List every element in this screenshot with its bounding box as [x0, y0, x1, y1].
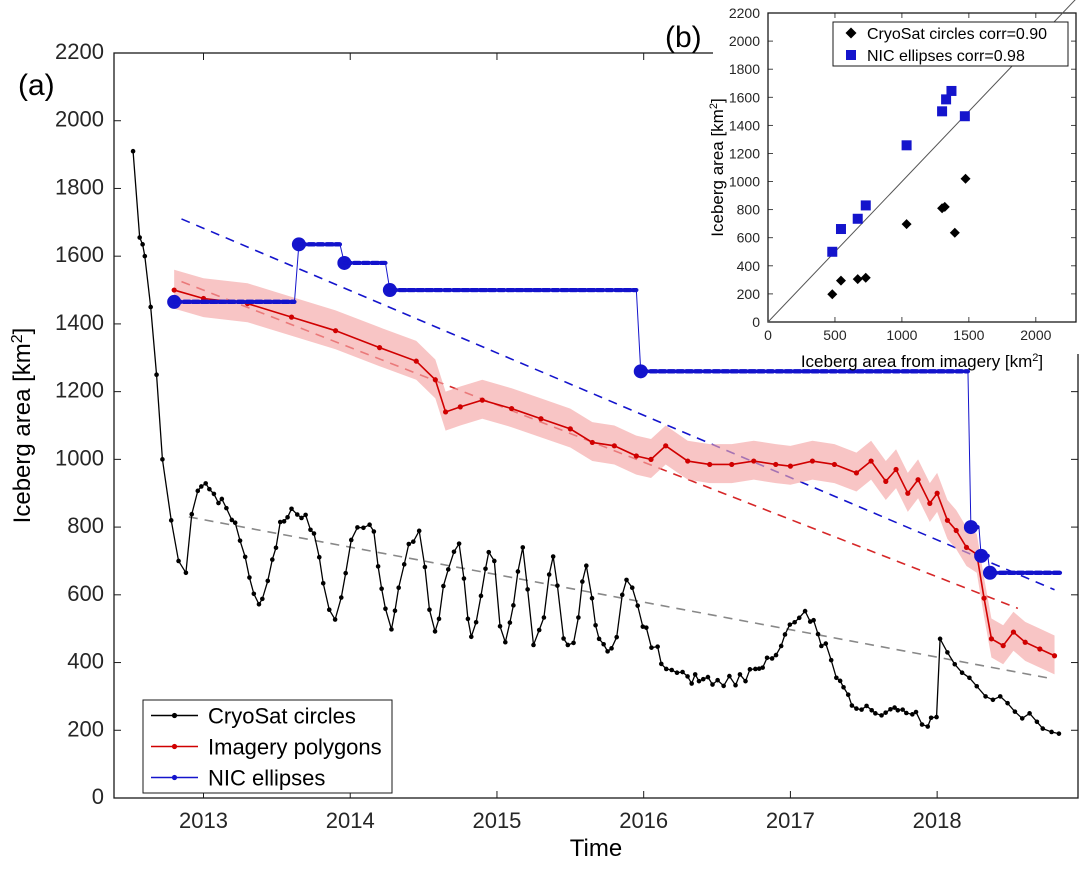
svg-text:1000: 1000 — [55, 445, 104, 470]
svg-text:1800: 1800 — [55, 174, 104, 199]
svg-text:400: 400 — [67, 649, 104, 674]
svg-text:2200: 2200 — [729, 5, 760, 21]
svg-text:2018: 2018 — [913, 808, 962, 833]
svg-text:800: 800 — [737, 202, 761, 218]
svg-text:500: 500 — [823, 327, 847, 343]
svg-text:1800: 1800 — [729, 61, 760, 77]
svg-text:0: 0 — [92, 784, 104, 809]
svg-text:(b): (b) — [665, 21, 702, 54]
svg-text:2016: 2016 — [619, 808, 668, 833]
svg-text:CryoSat circles: CryoSat circles — [208, 704, 356, 729]
svg-text:2014: 2014 — [326, 808, 375, 833]
svg-text:CryoSat circles corr=0.90: CryoSat circles corr=0.90 — [867, 26, 1047, 43]
svg-text:1000: 1000 — [729, 174, 760, 190]
svg-text:2013: 2013 — [179, 808, 228, 833]
svg-text:2000: 2000 — [1020, 327, 1051, 343]
svg-text:NIC ellipses corr=0.98: NIC ellipses corr=0.98 — [867, 48, 1025, 65]
svg-text:1600: 1600 — [55, 242, 104, 267]
svg-text:1600: 1600 — [729, 89, 760, 105]
svg-text:Time: Time — [570, 835, 622, 862]
svg-text:1400: 1400 — [729, 117, 760, 133]
svg-text:200: 200 — [67, 716, 104, 741]
svg-text:1400: 1400 — [55, 310, 104, 335]
svg-text:0: 0 — [764, 327, 772, 343]
svg-text:1200: 1200 — [55, 378, 104, 403]
svg-text:2000: 2000 — [729, 33, 760, 49]
svg-text:0: 0 — [752, 314, 760, 330]
svg-text:600: 600 — [67, 581, 104, 606]
svg-text:1000: 1000 — [886, 327, 917, 343]
svg-text:200: 200 — [737, 286, 761, 302]
svg-text:400: 400 — [737, 258, 761, 274]
svg-text:2017: 2017 — [766, 808, 815, 833]
svg-text:Iceberg area from imagery [km2: Iceberg area from imagery [km2] — [801, 352, 1043, 371]
svg-text:800: 800 — [67, 513, 104, 538]
svg-text:Iceberg area [km2]: Iceberg area [km2] — [708, 98, 727, 236]
svg-text:2000: 2000 — [55, 107, 104, 132]
svg-text:1200: 1200 — [729, 145, 760, 161]
svg-text:NIC ellipses: NIC ellipses — [208, 766, 325, 791]
svg-text:(a): (a) — [18, 69, 55, 102]
svg-text:1500: 1500 — [953, 327, 984, 343]
svg-text:Imagery polygons: Imagery polygons — [208, 735, 382, 760]
svg-text:Iceberg area [km2]: Iceberg area [km2] — [9, 328, 37, 524]
svg-text:2015: 2015 — [472, 808, 521, 833]
svg-text:2200: 2200 — [55, 39, 104, 64]
svg-text:600: 600 — [737, 230, 761, 246]
